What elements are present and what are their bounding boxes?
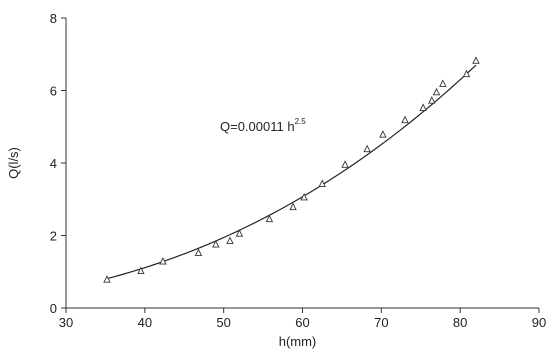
x-tick-label: 50 <box>216 315 230 330</box>
x-tick-label: 30 <box>59 315 73 330</box>
y-tick-label: 0 <box>50 301 57 316</box>
data-point <box>341 160 349 168</box>
data-point <box>235 229 244 237</box>
y-tick-label: 8 <box>50 11 57 26</box>
data-point <box>194 248 203 256</box>
data-point <box>159 257 167 265</box>
data-point <box>472 56 480 64</box>
data-point <box>379 130 387 138</box>
data-point <box>432 87 441 96</box>
y-axis-label: Q(l/s) <box>6 147 21 179</box>
data-point <box>462 69 471 78</box>
data-point <box>401 115 409 124</box>
x-tick-label: 40 <box>138 315 152 330</box>
data-point <box>419 103 427 111</box>
x-tick-label: 80 <box>453 315 467 330</box>
y-tick-label: 6 <box>50 84 57 99</box>
x-axis-ticks: 30 40 50 60 70 80 90 <box>59 308 546 330</box>
fit-curve <box>105 64 477 280</box>
data-point <box>265 214 274 223</box>
data-point <box>289 202 297 211</box>
data-points <box>103 56 480 283</box>
y-tick-label: 4 <box>50 156 57 171</box>
x-tick-label: 70 <box>374 315 388 330</box>
equation-exponent: 2.5 <box>295 117 307 126</box>
x-tick-label: 60 <box>295 315 309 330</box>
y-tick-label: 2 <box>50 229 57 244</box>
equation-annotation: Q=0.00011 h2.5 <box>220 117 306 134</box>
data-point <box>103 275 111 283</box>
data-point <box>318 179 326 187</box>
data-point <box>226 236 234 244</box>
data-point <box>212 240 220 248</box>
data-point <box>363 144 371 153</box>
data-point <box>300 192 308 201</box>
data-point <box>428 96 436 104</box>
y-axis-ticks: 0 2 4 6 8 <box>50 11 66 316</box>
equation-base: Q=0.00011 h <box>220 119 295 134</box>
data-point <box>137 266 145 274</box>
x-tick-label: 90 <box>532 315 546 330</box>
data-point <box>439 79 447 87</box>
x-axis-label: h(mm) <box>279 334 317 349</box>
axes <box>65 18 539 309</box>
